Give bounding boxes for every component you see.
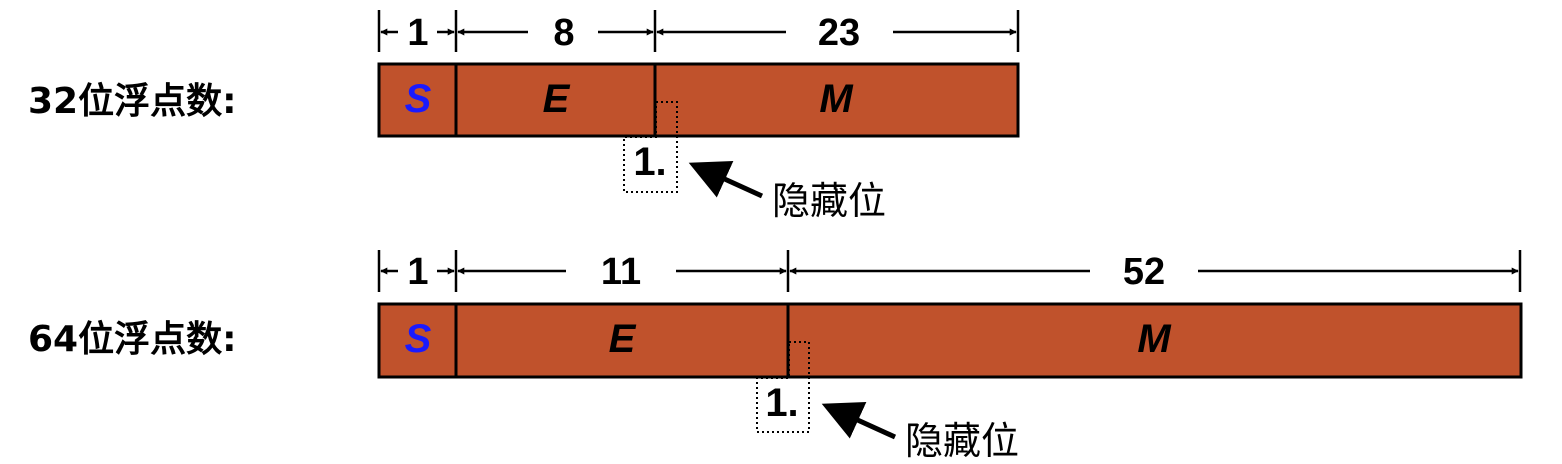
hidden-bit-callout: 隐藏位 — [772, 179, 886, 223]
mantissa-width-label: 52 — [1123, 251, 1165, 293]
exponent-width-label: 11 — [601, 251, 641, 293]
row-label: 64位浮点数: — [28, 319, 237, 360]
mantissa-field-label: M — [819, 77, 854, 121]
exponent-field — [454, 302, 790, 379]
callout-arrow — [688, 161, 764, 199]
hidden-bit-box — [756, 341, 810, 433]
exponent-width-label: 8 — [553, 12, 574, 54]
mantissa-field — [786, 302, 1523, 379]
hidden-bit-callout: 隐藏位 — [905, 419, 1019, 463]
exponent-field — [454, 62, 657, 138]
hidden-bit-box — [623, 101, 678, 193]
mantissa-field — [653, 62, 1020, 138]
sign-width-label: 1 — [407, 12, 428, 54]
sign-width-label: 1 — [407, 251, 428, 293]
row-label: 32位浮点数: — [28, 81, 237, 122]
exponent-field-label: E — [543, 77, 571, 121]
hidden-bit-value: 1. — [765, 381, 798, 425]
hidden-bit-value: 1. — [633, 140, 666, 184]
row-64bit: 64位浮点数: 1 11 52 S E M 1. 隐藏位 — [28, 250, 1523, 463]
row-32bit: 32位浮点数: 1 8 23 S E M 1. 隐藏位 — [28, 10, 1020, 223]
mantissa-width-label: 23 — [818, 12, 860, 54]
sign-field — [377, 302, 458, 379]
sign-field-label: S — [405, 317, 432, 361]
sign-field-label: S — [405, 77, 432, 121]
callout-arrow — [821, 402, 897, 440]
mantissa-field-label: M — [1137, 317, 1172, 361]
exponent-field-label: E — [609, 317, 637, 361]
